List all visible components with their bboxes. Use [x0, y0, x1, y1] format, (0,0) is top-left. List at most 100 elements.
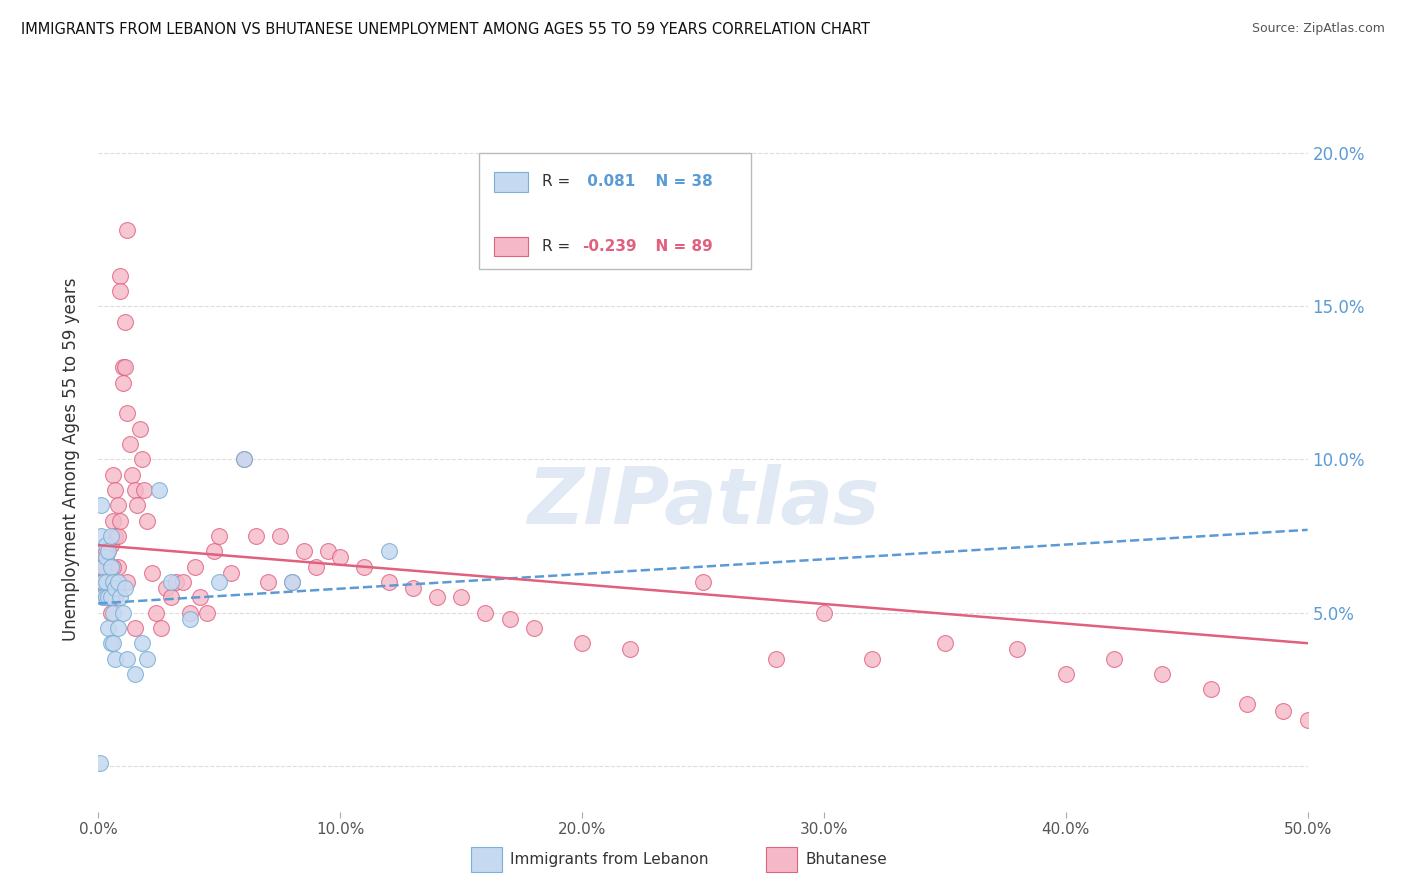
Point [107, 559, 129, 574]
Point [208, 529, 231, 543]
Point [90, 574, 112, 589]
Text: Bhutanese: Bhutanese [806, 853, 887, 867]
Point [100, 606, 122, 620]
Point [232, 452, 254, 467]
Point [124, 666, 146, 681]
Point [97, 621, 120, 635]
Text: N = 89: N = 89 [645, 239, 713, 254]
Point [179, 606, 201, 620]
Point [1296, 713, 1319, 727]
Point [131, 636, 153, 650]
Point [91, 574, 114, 589]
Point [128, 422, 150, 436]
Point [97, 591, 120, 605]
Point [402, 581, 425, 595]
Text: -0.239: -0.239 [582, 239, 637, 254]
Text: 0.081: 0.081 [582, 174, 636, 189]
Point [860, 651, 883, 665]
Point [281, 574, 304, 589]
Point [111, 360, 134, 375]
Point [269, 529, 291, 543]
Point [94, 559, 117, 574]
Point [101, 559, 124, 574]
Point [97, 544, 120, 558]
Point [179, 612, 201, 626]
Point [114, 314, 136, 328]
Point [94, 538, 117, 552]
Point [692, 574, 714, 589]
Point [108, 284, 131, 298]
Point [188, 591, 211, 605]
Point [94, 591, 117, 605]
Point [108, 514, 131, 528]
Point [498, 612, 520, 626]
Point [184, 559, 207, 574]
Point [316, 544, 339, 558]
Point [91, 559, 114, 574]
Text: R =: R = [543, 239, 575, 254]
Point [107, 529, 129, 543]
Text: Source: ZipAtlas.com: Source: ZipAtlas.com [1251, 22, 1385, 36]
Point [619, 642, 641, 657]
Point [100, 538, 122, 552]
Point [114, 360, 136, 375]
Point [100, 559, 122, 574]
Point [148, 483, 170, 497]
Point [127, 499, 149, 513]
Point [377, 544, 399, 558]
Point [474, 606, 496, 620]
Point [114, 581, 136, 595]
Point [108, 268, 131, 283]
Point [94, 550, 117, 565]
FancyBboxPatch shape [479, 153, 751, 269]
Point [155, 581, 177, 595]
Text: ZIPatlas: ZIPatlas [527, 464, 879, 540]
Point [91, 591, 114, 605]
Point [89, 756, 111, 770]
Point [101, 514, 124, 528]
Point [1007, 642, 1029, 657]
Point [1054, 666, 1077, 681]
Point [450, 591, 472, 605]
Point [91, 574, 114, 589]
Point [141, 566, 163, 580]
FancyBboxPatch shape [494, 236, 527, 256]
Point [94, 550, 117, 565]
Text: N = 38: N = 38 [645, 174, 713, 189]
Point [145, 606, 167, 620]
Point [91, 591, 114, 605]
Point [90, 559, 112, 574]
Point [100, 559, 122, 574]
Point [934, 636, 956, 650]
Point [571, 636, 593, 650]
Point [104, 483, 127, 497]
Point [94, 591, 117, 605]
Point [1102, 651, 1125, 665]
Point [135, 651, 157, 665]
Point [208, 574, 231, 589]
Point [131, 452, 153, 467]
Point [353, 559, 375, 574]
Point [108, 591, 131, 605]
Point [94, 574, 117, 589]
Point [97, 574, 120, 589]
Point [111, 376, 134, 390]
Point [204, 544, 226, 558]
Point [97, 544, 120, 558]
Point [90, 499, 112, 513]
Point [305, 559, 328, 574]
Point [104, 651, 127, 665]
Point [124, 621, 146, 635]
Point [1236, 698, 1258, 712]
Point [97, 574, 120, 589]
Point [195, 606, 218, 620]
Point [256, 574, 278, 589]
Point [107, 621, 129, 635]
Point [104, 581, 127, 595]
Point [245, 529, 267, 543]
Text: IMMIGRANTS FROM LEBANON VS BHUTANESE UNEMPLOYMENT AMONG AGES 55 TO 59 YEARS CORR: IMMIGRANTS FROM LEBANON VS BHUTANESE UNE… [21, 22, 870, 37]
Point [107, 574, 129, 589]
Point [150, 621, 173, 635]
Point [523, 621, 546, 635]
Point [160, 574, 183, 589]
